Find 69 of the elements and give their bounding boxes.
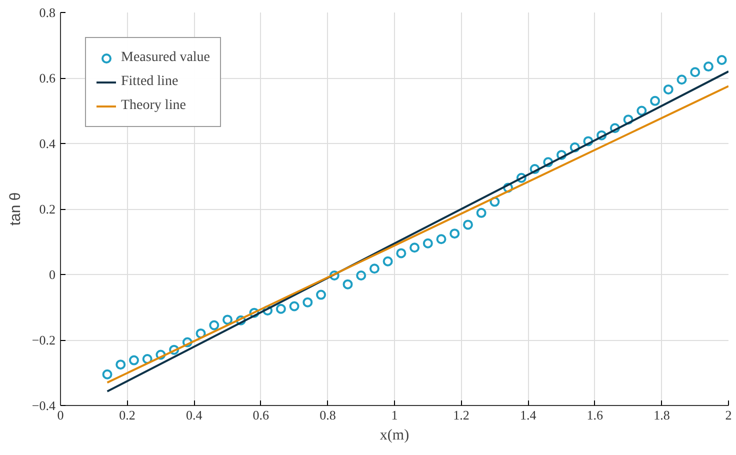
point: [650, 96, 660, 106]
point: [396, 248, 406, 258]
point: [342, 279, 353, 290]
point: [262, 306, 273, 316]
point: [196, 328, 206, 338]
point: [128, 355, 139, 366]
point: [182, 337, 192, 348]
y-tick-label: 0.8: [39, 5, 56, 20]
y-tick-label: −0.4: [32, 398, 56, 413]
point: [316, 290, 326, 300]
point: [422, 238, 433, 248]
point: [623, 114, 634, 125]
x-tick-label: 1.4: [520, 408, 537, 422]
point: [142, 354, 152, 364]
point: [636, 106, 647, 116]
point: [583, 136, 594, 146]
point: [570, 142, 580, 152]
point: [690, 67, 700, 78]
point: [236, 315, 246, 326]
y-tick-label: 0.6: [39, 70, 56, 86]
point: [516, 172, 526, 183]
point: [222, 314, 232, 325]
y-tick-label: 0.2: [39, 202, 56, 216]
x-tick-label: 1: [391, 408, 398, 422]
point: [102, 369, 112, 380]
x-tick-label: 0.2: [119, 408, 136, 422]
legend-label: Theory line: [121, 98, 186, 114]
point: [156, 350, 166, 360]
x-tick-label: 1.8: [654, 408, 670, 422]
legend-label: Fitted line: [121, 74, 178, 90]
point: [209, 320, 220, 330]
point: [610, 123, 620, 134]
point: [369, 264, 380, 274]
point: [503, 182, 514, 193]
point: [676, 74, 687, 85]
x-tick-label: 2: [725, 408, 732, 422]
point: [302, 297, 313, 308]
point: [329, 270, 340, 280]
point: [116, 360, 126, 370]
point: [249, 308, 260, 318]
point: [530, 164, 540, 174]
y-tick-label: 0.4: [39, 136, 56, 151]
x-tick-label: 0.6: [252, 408, 270, 422]
point: [476, 208, 486, 218]
point: [382, 256, 393, 266]
point: [596, 130, 607, 140]
point: [169, 344, 180, 355]
x-axis-title: x(m): [380, 428, 410, 444]
y-tick-label: 0: [49, 267, 56, 282]
point: [289, 301, 300, 312]
x-tick-label: 1.2: [453, 408, 470, 422]
point: [556, 150, 566, 160]
x-tick-label: 0.8: [320, 408, 336, 422]
point: [663, 84, 674, 94]
point: [703, 62, 714, 72]
point: [490, 196, 500, 207]
point: [436, 234, 446, 244]
point: [716, 54, 727, 65]
point: [356, 270, 366, 280]
point: [276, 304, 286, 314]
x-tick-label: 0.4: [186, 408, 203, 422]
point: [410, 242, 420, 253]
x-tick-label: 1.6: [586, 408, 604, 422]
y-axis-title: tan θ: [6, 192, 24, 226]
legend-label: Measured value: [121, 50, 210, 66]
point: [543, 157, 554, 168]
point: [450, 228, 460, 239]
point: [462, 220, 473, 230]
y-tick-label: −0.2: [32, 332, 56, 348]
